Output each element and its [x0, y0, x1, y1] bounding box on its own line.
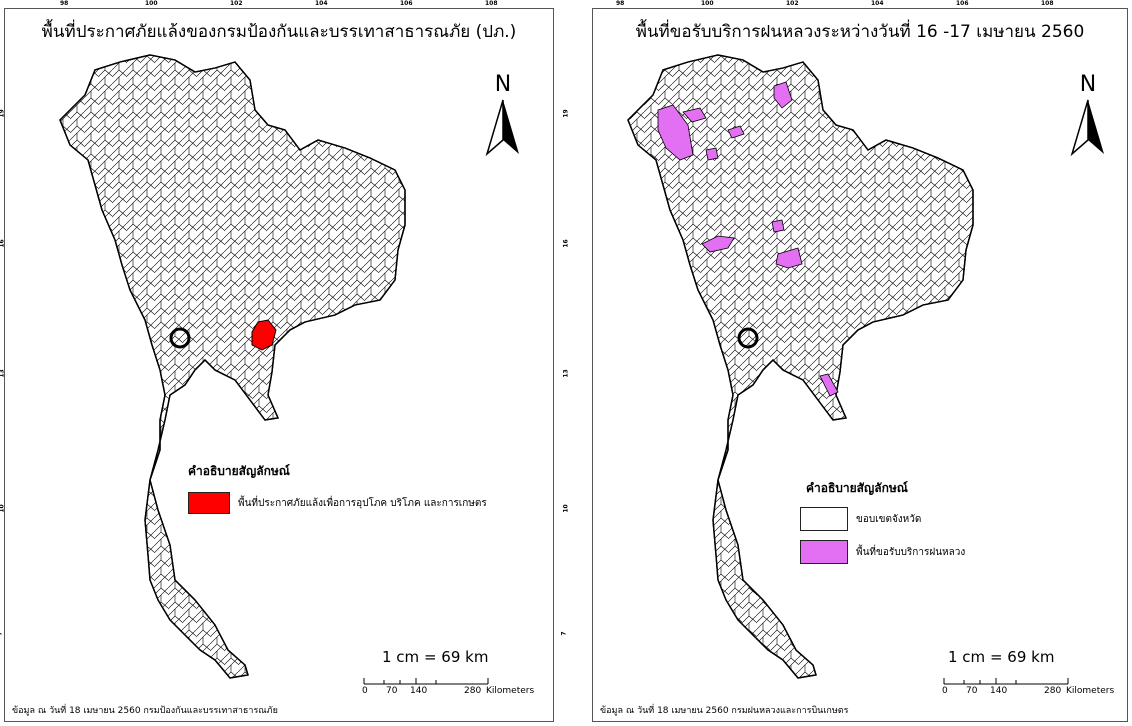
legend-item-drought: พื้นที่ประกาศภัยแล้งเพื่อการอุปโภค บริโภ…: [188, 492, 487, 514]
scale-label: 70: [966, 686, 978, 696]
lon-tick: 98: [616, 0, 625, 7]
lon-tick: 102: [786, 0, 799, 7]
lon-tick: 98: [60, 0, 69, 7]
legend-item-province-boundary: ขอบเขตจังหวัด: [800, 507, 921, 531]
lon-tick: 106: [400, 0, 413, 7]
lon-tick: 108: [485, 0, 498, 7]
legend-title: คำอธิบายสัญลักษณ์: [188, 464, 290, 478]
map-panel-right: 98 100 102 104 106 108 พื้นที่ขอรับบริกา…: [561, 0, 1132, 726]
lon-tick: 102: [230, 0, 243, 7]
legend-label: ขอบเขตจังหวัด: [856, 513, 922, 525]
lon-tick: 108: [1041, 0, 1054, 7]
scale-label: 0: [942, 686, 948, 696]
royal-rain-request-area: [771, 219, 785, 233]
lat-tick: 10: [562, 504, 570, 513]
lon-tick: 104: [315, 0, 328, 7]
legend-title: คำอธิบายสัญลักษณ์: [806, 481, 908, 495]
scale-label: 70: [386, 686, 398, 696]
north-arrow: N: [1068, 72, 1108, 158]
scale-label: Kilometers: [1066, 686, 1115, 696]
longitude-ticks: 98 100 102 104 106 108: [0, 0, 558, 10]
scale-text: 1 cm = 69 km: [382, 648, 489, 666]
map-frame: [592, 8, 1128, 722]
district-boundaries: [60, 55, 405, 678]
scale-label: 0: [362, 686, 368, 696]
source-footer: ข้อมูล ณ วันที่ 18 เมษายน 2560 กรมป้องกั…: [12, 706, 278, 716]
map-panel-left: 98 100 102 104 106 108 พื้นที่ประกาศภัยแ…: [0, 0, 558, 726]
drought-declared-area: [251, 319, 277, 351]
royal-rain-request-area: [775, 247, 803, 269]
lat-tick: 13: [562, 369, 570, 378]
lon-tick: 100: [145, 0, 158, 7]
map-title: พื้นที่ประกาศภัยแล้งของกรมป้องกันและบรรเ…: [41, 22, 517, 42]
royal-rain-request-area: [701, 235, 735, 253]
scale-text: 1 cm = 69 km: [948, 648, 1055, 666]
north-label: N: [1079, 72, 1097, 97]
scale-bar: 0 70 140 280 Kilometers: [940, 672, 1130, 702]
lat-tick: 19: [562, 109, 570, 118]
legend-label: พื้นที่ขอรับบริการฝนหลวง: [856, 546, 966, 558]
scale-label: 140: [410, 686, 428, 696]
royal-rain-request-area: [773, 81, 793, 109]
scale-label: 280: [1044, 686, 1062, 696]
scale-label: Kilometers: [486, 686, 535, 696]
thailand-map: [627, 54, 974, 679]
north-label: N: [494, 72, 512, 97]
bangkok-dense-area: [169, 327, 191, 349]
legend-swatch: [188, 492, 230, 514]
map-title: พื้นที่ขอรับบริการฝนหลวงระหว่างวันที่ 16…: [635, 22, 1085, 42]
lat-tick: 16: [562, 239, 570, 248]
thailand-map: [59, 54, 406, 679]
legend-item-royal-rain: พื้นที่ขอรับบริการฝนหลวง: [800, 540, 965, 564]
map-frame: [4, 8, 554, 722]
bangkok-dense-area: [737, 327, 759, 349]
royal-rain-request-area: [682, 107, 707, 123]
legend-swatch: [800, 507, 848, 531]
scale-bar: 0 70 140 280 Kilometers: [360, 672, 550, 702]
legend-swatch: [800, 540, 848, 564]
royal-rain-request-area: [705, 147, 719, 161]
lat-tick: 7: [560, 631, 568, 636]
longitude-ticks: 98 100 102 104 106 108: [588, 0, 1132, 10]
royal-rain-request-area: [657, 104, 694, 161]
lon-tick: 100: [701, 0, 714, 7]
north-arrow: N: [483, 72, 523, 158]
source-footer: ข้อมูล ณ วันที่ 18 เมษายน 2560 กรมฝนหลวง…: [600, 706, 849, 716]
royal-rain-request-area: [819, 373, 839, 397]
lon-tick: 106: [956, 0, 969, 7]
scale-label: 280: [464, 686, 482, 696]
scale-label: 140: [990, 686, 1008, 696]
royal-rain-request-area: [727, 125, 745, 139]
lon-tick: 104: [871, 0, 884, 7]
legend-label: พื้นที่ประกาศภัยแล้งเพื่อการอุปโภค บริโภ…: [238, 497, 487, 509]
